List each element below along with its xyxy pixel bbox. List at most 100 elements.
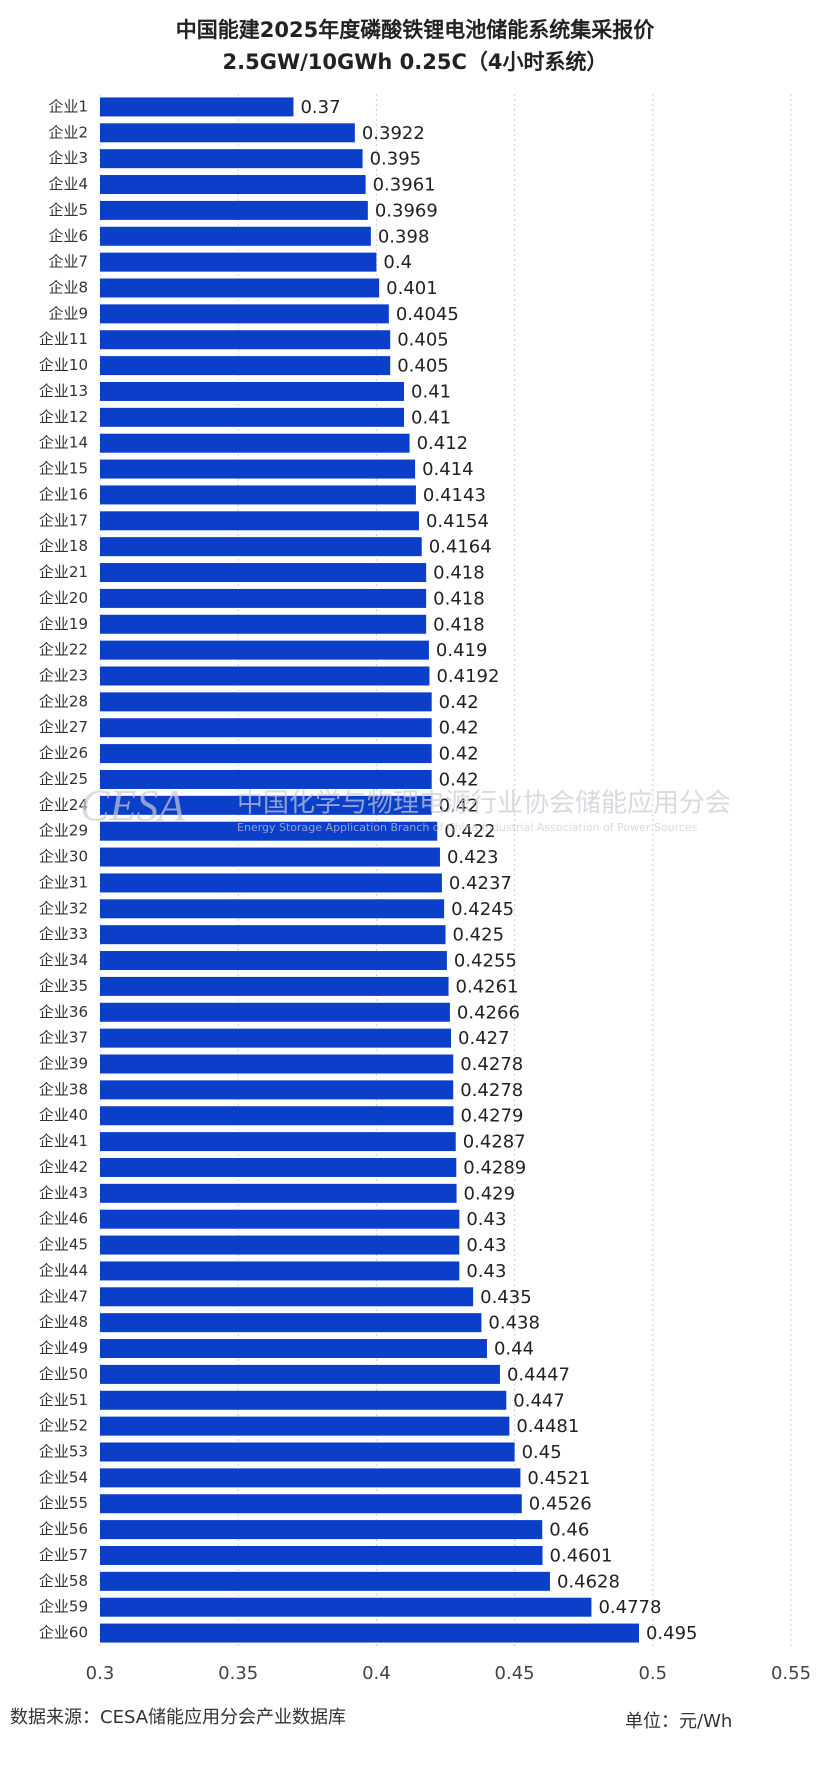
value-label: 0.4481: [516, 1416, 579, 1437]
bar: [100, 1390, 507, 1410]
bar: [100, 1597, 592, 1617]
bar: [100, 1520, 543, 1540]
value-label: 0.37: [300, 97, 340, 118]
unit-note: 单位：元/Wh: [625, 1711, 732, 1732]
watermark-name: 中国化学与物理电源行业协会储能应用分会: [237, 789, 731, 819]
y-tick-label: 企业57: [39, 1546, 88, 1564]
bar: [100, 97, 294, 117]
value-label: 0.44: [494, 1339, 534, 1360]
value-label: 0.405: [397, 330, 449, 351]
bar: [100, 407, 405, 427]
y-tick-label: 企业60: [39, 1624, 88, 1642]
y-tick-label: 企业50: [39, 1365, 88, 1383]
value-label: 0.42: [439, 692, 479, 713]
bar: [100, 1442, 515, 1462]
value-label: 0.42: [439, 795, 479, 816]
y-tick-label: 企业55: [39, 1494, 88, 1512]
bar: [100, 873, 442, 893]
bar: [100, 537, 422, 557]
y-tick-label: 企业49: [39, 1339, 88, 1357]
x-tick-label: 0.35: [218, 1663, 258, 1684]
y-tick-label: 企业10: [39, 356, 88, 374]
value-label: 0.4289: [463, 1157, 526, 1178]
bar: [100, 381, 405, 401]
bar: [100, 1209, 460, 1229]
bar: [100, 356, 391, 376]
bar: [100, 1132, 456, 1152]
value-label: 0.423: [447, 847, 499, 868]
bar: [100, 718, 432, 738]
y-tick-label: 企业35: [39, 977, 88, 995]
bar: [100, 744, 432, 764]
value-label: 0.4521: [527, 1468, 590, 1489]
y-tick-label: 企业21: [39, 563, 88, 581]
value-label: 0.46: [549, 1520, 589, 1541]
bar: [100, 1287, 474, 1307]
y-tick-label: 企业33: [39, 925, 88, 943]
y-tick-label: 企业43: [39, 1184, 88, 1202]
y-tick-label: 企业3: [48, 149, 88, 167]
y-tick-label: 企业26: [39, 744, 88, 762]
y-tick-label: 企业54: [39, 1468, 88, 1486]
value-label: 0.4266: [457, 1002, 520, 1023]
bar: [100, 1313, 482, 1333]
y-tick-label: 企业58: [39, 1572, 88, 1590]
value-label: 0.438: [488, 1313, 540, 1334]
y-tick-label: 企业27: [39, 718, 88, 736]
x-tick-label: 0.5: [638, 1663, 667, 1684]
value-label: 0.3969: [375, 200, 438, 221]
bar: [100, 976, 449, 996]
value-label: 0.401: [386, 278, 438, 299]
bar: [100, 563, 427, 583]
y-tick-label: 企业44: [39, 1261, 88, 1279]
bar: [100, 1106, 454, 1126]
bar: [100, 1183, 457, 1203]
y-tick-label: 企业52: [39, 1417, 88, 1435]
value-label: 0.43: [466, 1235, 506, 1256]
source-note: 数据来源：CESA储能应用分会产业数据库: [10, 1707, 346, 1728]
y-tick-label: 企业34: [39, 951, 88, 969]
y-tick-label: 企业18: [39, 537, 88, 555]
y-tick-label: 企业6: [48, 227, 88, 245]
y-tick-label: 企业46: [39, 1210, 88, 1228]
y-tick-label: 企业19: [39, 615, 88, 633]
bar: [100, 899, 445, 919]
bar: [100, 1364, 500, 1384]
y-tick-label: 企业12: [39, 408, 88, 426]
value-label: 0.4245: [451, 899, 514, 920]
value-label: 0.4628: [557, 1571, 620, 1592]
y-tick-label: 企业1: [48, 97, 88, 115]
y-tick-label: 企业51: [39, 1391, 88, 1409]
y-tick-label: 企业2: [48, 123, 88, 141]
bar: [100, 1468, 521, 1488]
value-label: 0.395: [370, 149, 422, 170]
value-label: 0.419: [436, 640, 488, 661]
bar: [100, 433, 410, 453]
chart-title: 中国能建2025年度磷酸铁锂电池储能系统集采报价: [176, 18, 655, 42]
bar: [100, 1080, 454, 1100]
bar: [100, 666, 430, 686]
watermark-logo: CESA: [80, 781, 186, 830]
value-label: 0.4601: [550, 1545, 613, 1566]
bar: [100, 1623, 639, 1643]
bar: [100, 614, 427, 634]
value-label: 0.4143: [423, 485, 486, 506]
y-tick-label: 企业16: [39, 485, 88, 503]
y-tick-label: 企业14: [39, 434, 88, 452]
value-label: 0.4778: [598, 1597, 661, 1618]
value-label: 0.4526: [529, 1494, 592, 1515]
bar: [100, 252, 377, 272]
value-label: 0.42: [439, 744, 479, 765]
value-label: 0.4287: [463, 1132, 526, 1153]
x-tick-label: 0.45: [495, 1663, 535, 1684]
value-label: 0.429: [464, 1183, 516, 1204]
bar: [100, 1545, 543, 1565]
bar: [100, 1157, 457, 1177]
bar: [100, 1261, 460, 1281]
bar: [100, 925, 446, 945]
y-tick-label: 企业31: [39, 873, 88, 891]
y-tick-label: 企业53: [39, 1443, 88, 1461]
y-tick-label: 企业29: [39, 822, 88, 840]
y-tick-label: 企业45: [39, 1236, 88, 1254]
y-tick-label: 企业38: [39, 1080, 88, 1098]
